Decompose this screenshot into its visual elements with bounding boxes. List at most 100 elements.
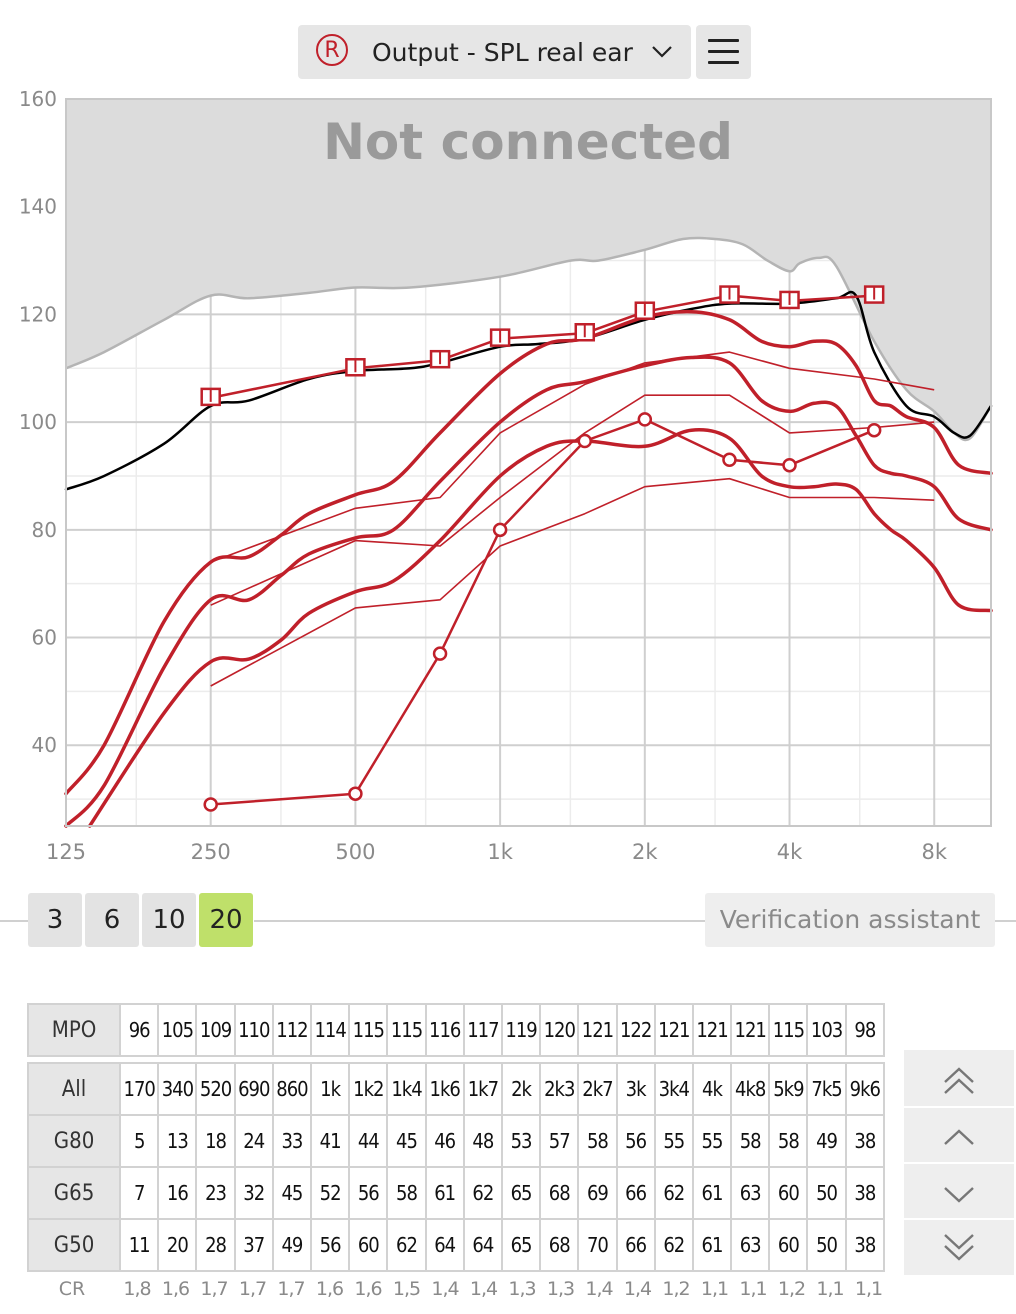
mpo-cell[interactable]: 121 [730, 1003, 771, 1057]
level-button-20[interactable]: 20 [199, 893, 253, 947]
g65-cell[interactable]: 62 [653, 1166, 694, 1220]
level-button-6[interactable]: 6 [85, 893, 139, 947]
mpo-cell[interactable]: 114 [310, 1003, 351, 1057]
g50-cell[interactable]: 56 [310, 1218, 351, 1272]
g50-cell[interactable]: 11 [119, 1218, 160, 1272]
g65-cell[interactable]: 58 [386, 1166, 427, 1220]
mpo-cell[interactable]: 117 [462, 1003, 503, 1057]
mpo-cell[interactable]: 115 [386, 1003, 427, 1057]
g50-cell[interactable]: 65 [500, 1218, 542, 1272]
g65-cell[interactable]: 60 [768, 1166, 809, 1220]
chevron-up-icon[interactable] [939, 1118, 979, 1158]
mpo-cell[interactable]: 120 [539, 1003, 580, 1057]
ucl-marker [489, 328, 511, 347]
g80-cell[interactable]: 57 [539, 1114, 580, 1168]
g50-cell[interactable]: 62 [386, 1218, 427, 1272]
g80-cell[interactable]: 58 [768, 1114, 809, 1168]
g65-cell[interactable]: 38 [844, 1166, 886, 1220]
g80-cell[interactable]: 53 [500, 1114, 542, 1168]
g50-cell[interactable]: 28 [195, 1218, 236, 1272]
g80-cell[interactable]: 24 [233, 1114, 274, 1168]
g65-cell[interactable]: 7 [119, 1166, 160, 1220]
frequency-response-chart[interactable]: Not connected 40 60 80 100 120 140 160 125 250 5… [0, 85, 1016, 875]
g65-cell[interactable]: 63 [730, 1166, 771, 1220]
g50-cell[interactable]: 38 [844, 1218, 886, 1272]
g80-cell[interactable]: 18 [195, 1114, 236, 1168]
all-cell: 1k6 [424, 1062, 465, 1116]
double-chevron-down-icon[interactable] [939, 1228, 979, 1268]
g80-cell[interactable]: 49 [806, 1114, 847, 1168]
g65-cell[interactable]: 62 [462, 1166, 503, 1220]
g65-cell[interactable]: 65 [500, 1166, 542, 1220]
mpo-cell[interactable]: 109 [195, 1003, 236, 1057]
g80-cell[interactable]: 55 [691, 1114, 733, 1168]
g80-cell[interactable]: 58 [577, 1114, 618, 1168]
verification-assistant-button[interactable]: Verification assistant [705, 893, 995, 947]
mpo-cell[interactable]: 121 [653, 1003, 694, 1057]
mpo-cell[interactable]: 110 [233, 1003, 274, 1057]
g65-row-label: G65 [26, 1166, 122, 1220]
g65-cell[interactable]: 61 [691, 1166, 733, 1220]
g80-cell[interactable]: 44 [348, 1114, 389, 1168]
g50-cell[interactable]: 66 [615, 1218, 656, 1272]
g80-cell[interactable]: 48 [462, 1114, 503, 1168]
g50-cell[interactable]: 61 [691, 1218, 733, 1272]
g50-cell[interactable]: 68 [539, 1218, 580, 1272]
mpo-cell[interactable]: 122 [615, 1003, 656, 1057]
level-button-3[interactable]: 3 [28, 893, 82, 947]
menu-button[interactable] [696, 25, 751, 79]
g80-cell[interactable]: 55 [653, 1114, 694, 1168]
mpo-cell[interactable]: 105 [157, 1003, 198, 1057]
g65-cell[interactable]: 32 [233, 1166, 274, 1220]
mpo-cell[interactable]: 121 [691, 1003, 733, 1057]
mpo-table: MPO 96 105 109 110 112 114 115 115 116 117 119 120 12… [26, 1003, 886, 1057]
mpo-cell[interactable]: 119 [500, 1003, 542, 1057]
mpo-cell[interactable]: 121 [577, 1003, 618, 1057]
mpo-cell[interactable]: 112 [271, 1003, 313, 1057]
g50-cell[interactable]: 63 [730, 1218, 771, 1272]
mpo-cell[interactable]: 115 [348, 1003, 389, 1057]
g50-cell[interactable]: 64 [462, 1218, 503, 1272]
g50-cell[interactable]: 62 [653, 1218, 694, 1272]
g80-cell[interactable]: 13 [157, 1114, 198, 1168]
level-button-10[interactable]: 10 [142, 893, 196, 947]
g65-cell[interactable]: 69 [577, 1166, 618, 1220]
view-selector-dropdown[interactable]: R Output - SPL real ear [298, 25, 691, 79]
g50-cell[interactable]: 64 [424, 1218, 465, 1272]
g50-cell[interactable]: 60 [768, 1218, 809, 1272]
mpo-cell[interactable]: 96 [119, 1003, 160, 1057]
double-chevron-up-icon[interactable] [939, 1060, 979, 1100]
g50-cell[interactable]: 70 [577, 1218, 618, 1272]
g65-cell[interactable]: 16 [157, 1166, 198, 1220]
g65-cell[interactable]: 23 [195, 1166, 236, 1220]
g65-cell[interactable]: 52 [310, 1166, 351, 1220]
chevron-down-icon[interactable] [939, 1174, 979, 1214]
g80-cell[interactable]: 38 [844, 1114, 886, 1168]
g50-cell[interactable]: 50 [806, 1218, 847, 1272]
g65-cell[interactable]: 61 [424, 1166, 465, 1220]
all-cell: 3k [615, 1062, 656, 1116]
mpo-cell[interactable]: 115 [768, 1003, 809, 1057]
g50-cell[interactable]: 20 [157, 1218, 198, 1272]
g50-cell[interactable]: 60 [348, 1218, 389, 1272]
g80-cell[interactable]: 41 [310, 1114, 351, 1168]
g65-cell[interactable]: 66 [615, 1166, 656, 1220]
g50-cell[interactable]: 49 [271, 1218, 313, 1272]
g80-cell[interactable]: 45 [386, 1114, 427, 1168]
g65-cell[interactable]: 45 [271, 1166, 313, 1220]
g65-cell[interactable]: 68 [539, 1166, 580, 1220]
g80-cell[interactable]: 33 [271, 1114, 313, 1168]
mpo-cell[interactable]: 103 [806, 1003, 847, 1057]
g80-cell[interactable]: 56 [615, 1114, 656, 1168]
cr-cell: 1,8 [123, 1278, 151, 1300]
mpo-cell[interactable]: 116 [424, 1003, 465, 1057]
g80-cell[interactable]: 58 [730, 1114, 771, 1168]
all-cell: 5k9 [768, 1062, 809, 1116]
g80-cell[interactable]: 5 [119, 1114, 160, 1168]
g80-cell[interactable]: 46 [424, 1114, 465, 1168]
g65-cell[interactable]: 56 [348, 1166, 389, 1220]
cr-cell: 1,4 [431, 1278, 459, 1300]
mpo-cell[interactable]: 98 [844, 1003, 886, 1057]
g65-cell[interactable]: 50 [806, 1166, 847, 1220]
g50-cell[interactable]: 37 [233, 1218, 274, 1272]
